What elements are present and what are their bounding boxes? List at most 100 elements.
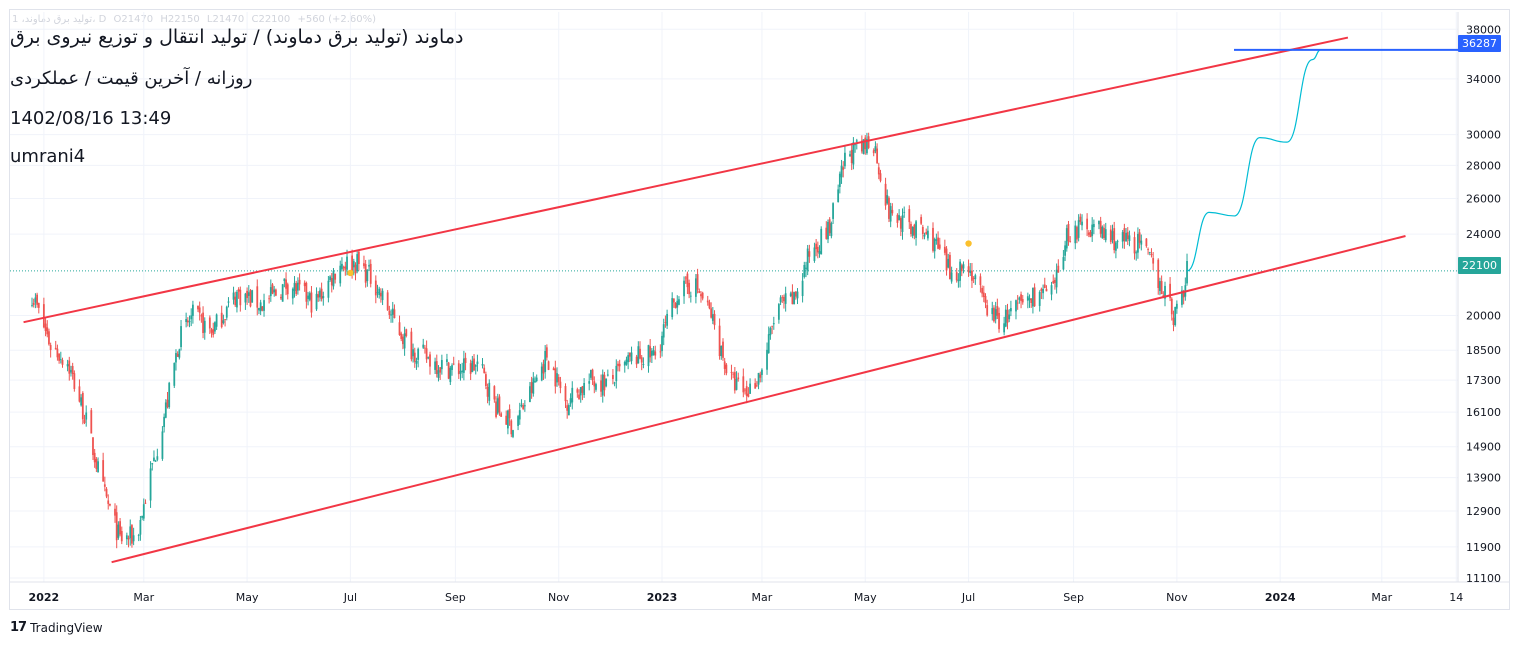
candle-body [127,538,130,540]
candle-body [305,282,308,302]
candle-body [706,300,709,303]
candle-body [156,456,159,460]
candle-body [486,386,489,397]
candle-body [151,463,154,465]
candle-body [481,364,484,366]
candle-body [696,274,699,290]
channel-upper-line [23,36,1349,324]
candle-body [588,381,591,384]
candle-body [1067,224,1070,242]
tradingview-brand[interactable]: 17 TradingView [10,620,103,635]
candle-body [943,246,946,253]
price-tick-label: 30000 [1466,129,1501,142]
candle-body [61,359,64,365]
candle-body [1181,290,1183,305]
candle-body [1065,228,1068,249]
candle-body [593,381,596,387]
candle-body [915,221,917,238]
candle-body [210,329,213,333]
candle-body [334,273,337,280]
ohlc-high: H22150 [160,14,200,25]
candle-body [542,364,545,374]
candle-body [649,346,652,358]
chart-author: umrani4 [10,146,86,167]
ohlc-low: L21470 [206,14,245,25]
candle-body [886,195,889,204]
candle-body [164,402,167,418]
time-tick-label: 2022 [29,591,60,604]
candle-body [805,267,807,270]
candle-body [855,140,858,142]
candle-body [161,431,164,459]
candle-body [381,290,384,301]
candle-body [862,139,865,154]
candle-body [95,458,98,470]
candle-body [911,226,914,236]
candle-body [1057,265,1060,273]
candle-body [896,214,899,223]
candle-body [1160,281,1163,295]
candle-body [899,218,902,229]
candle-body [1021,299,1024,303]
candle-body [808,251,811,257]
candle-body [967,266,970,273]
candle-body [876,148,879,164]
candle-body [972,278,975,279]
candle-body [754,383,757,389]
candle-body [635,356,638,365]
candle-body [83,419,86,423]
candle-body [993,307,995,322]
candle-body [200,315,203,317]
candle-body [327,280,330,298]
candle-body [339,265,342,284]
candle-body [332,270,335,287]
channel-lower-line [111,235,1406,564]
candle-body [982,292,985,297]
candle-body [447,362,450,379]
candle-body [244,293,247,303]
candle-body [400,333,403,339]
candle-body [222,320,225,324]
candle-body [827,221,829,240]
candle-body [860,140,863,152]
candle-body [203,320,206,333]
candle-body [1123,228,1126,241]
price-tick-label: 12900 [1466,505,1501,518]
candle-body [523,405,526,407]
candle-body [139,520,142,535]
candle-body [838,173,841,187]
candle-body [534,380,536,383]
candle-body [197,305,199,310]
time-tick-label: Sep [445,591,466,604]
candle-body [547,361,550,370]
candle-body [818,251,821,254]
candle-body [671,298,674,318]
candle-body [589,370,592,378]
candle-body [927,230,929,239]
candle-body [650,350,653,356]
candle-body [32,302,35,305]
candle-body [1128,235,1131,241]
candle-body [759,374,762,378]
candle-body [761,369,763,375]
candle-body [933,238,936,252]
candle-body [298,279,301,285]
candle-body [190,315,193,320]
tradingview-name: TradingView [30,620,103,635]
candle-body [605,378,608,387]
candle-body [403,333,406,349]
candle-body [1026,296,1029,301]
candle-body [947,258,950,268]
candle-body [718,325,721,357]
candle-body [341,263,343,270]
time-tick-label: Nov [548,591,570,604]
candle-body [766,349,768,370]
symbol-title: دماوند (تولید برق دماوند) / تولید انتقال… [10,26,464,48]
candle-body [686,273,689,288]
candle-body [1077,220,1080,238]
candle-body [476,361,479,365]
candle-body [866,139,868,154]
candle-body [1069,241,1072,242]
candle-body [998,312,1000,330]
